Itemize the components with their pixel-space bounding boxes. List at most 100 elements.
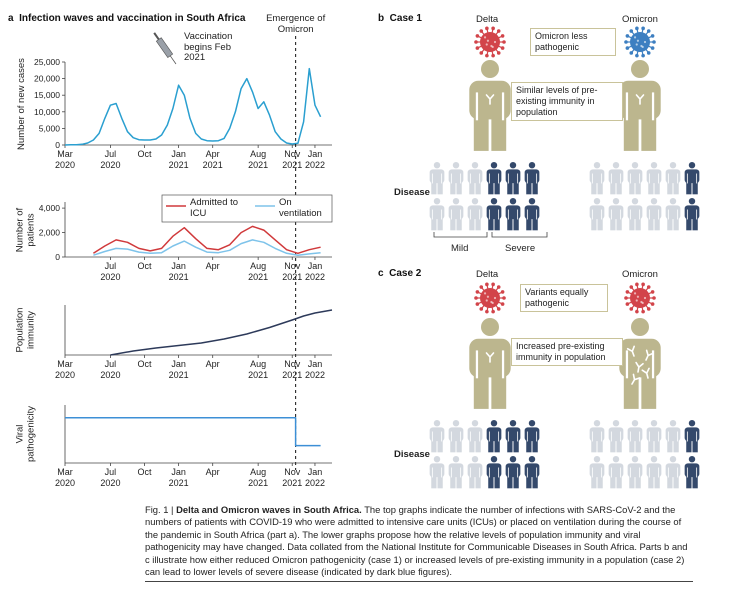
leg <box>450 475 456 489</box>
virus-body <box>480 288 500 308</box>
leg <box>488 181 494 195</box>
caption: Fig. 1 | Delta and Omicron waves in Sout… <box>145 504 693 583</box>
spike-tip <box>629 285 634 289</box>
virus-icon <box>624 26 656 58</box>
head <box>650 198 658 205</box>
leg <box>629 181 635 195</box>
spike-tip <box>500 34 505 38</box>
x-tick-label: Jan 2021 <box>168 359 189 380</box>
leg <box>475 439 481 453</box>
leg <box>692 475 698 489</box>
head <box>612 198 620 205</box>
x-tick-label: Jul 2020 <box>100 261 121 282</box>
virus-icon <box>474 282 506 314</box>
caption-title: Delta and Omicron waves in South Africa. <box>176 504 362 515</box>
spike-tip <box>625 302 630 306</box>
head <box>612 456 620 463</box>
x-tick-label: Aug 2021 <box>248 359 269 380</box>
x-tick-label: Jan 2021 <box>168 149 189 170</box>
antibody <box>626 345 636 357</box>
torso <box>486 169 502 184</box>
torso <box>608 463 624 478</box>
virus-dot <box>636 39 640 42</box>
leg <box>456 475 462 489</box>
person-figure <box>646 456 662 489</box>
person-figure <box>684 456 700 489</box>
leg <box>437 181 443 195</box>
head <box>593 162 601 169</box>
leg <box>532 439 538 453</box>
torso <box>467 205 483 220</box>
leg <box>654 217 660 231</box>
leg <box>494 439 500 453</box>
legend-label: Admitted to ICU <box>190 197 239 219</box>
leg <box>629 217 635 231</box>
leg <box>597 475 603 489</box>
spike-tip <box>646 285 651 289</box>
torso <box>665 463 681 478</box>
leg <box>629 475 635 489</box>
leg <box>635 439 641 453</box>
leg <box>491 115 507 151</box>
x-tick-label: Apr <box>205 359 220 369</box>
head <box>509 456 517 463</box>
x-tick-label: Jul 2020 <box>100 467 121 488</box>
person-figure <box>448 162 464 195</box>
panel-label: a <box>8 13 14 24</box>
person-figure <box>486 420 502 453</box>
spike-tip <box>650 302 655 306</box>
y-tick-label: 10,000 <box>34 107 60 117</box>
antibody <box>635 361 644 373</box>
torso <box>486 463 502 478</box>
x-tick-label: Apr 2021 <box>202 149 223 170</box>
leg <box>494 181 500 195</box>
virus-dot <box>483 36 487 39</box>
y-tick-label: 25,000 <box>34 57 60 67</box>
torso <box>524 427 540 442</box>
row-label: Disease <box>394 187 430 198</box>
y-tick-label: 0 <box>55 140 60 150</box>
torso <box>467 463 483 478</box>
y-axis-label: Population immunity <box>14 307 37 353</box>
antibody <box>641 367 650 379</box>
leg <box>648 475 654 489</box>
y-tick-label: 20,000 <box>34 74 60 84</box>
head <box>669 162 677 169</box>
data-line <box>92 225 321 255</box>
event-label: Vaccination begins Feb 2021 <box>183 31 233 63</box>
leg <box>431 475 437 489</box>
leg <box>437 439 443 453</box>
y-axis-label: Viral pathogenicity <box>14 406 37 462</box>
leg <box>475 475 481 489</box>
panel-title: Case 2 <box>389 268 422 279</box>
leg <box>597 217 603 231</box>
data-line <box>93 239 321 256</box>
virus-dot <box>493 40 497 44</box>
x-tick-label: Jan 2021 <box>168 467 189 488</box>
head <box>631 198 639 205</box>
data-line <box>64 67 322 146</box>
spike-tip <box>479 285 484 289</box>
torso <box>467 427 483 442</box>
x-tick-label: Apr <box>205 467 220 477</box>
spike-tip <box>491 26 495 31</box>
leg <box>673 217 679 231</box>
leg <box>610 439 616 453</box>
virus-icon <box>474 26 506 58</box>
x-tick-label: Jan 2021 <box>168 261 189 282</box>
syringe <box>153 32 177 65</box>
head <box>433 198 441 205</box>
spike-tip <box>485 309 489 314</box>
y-tick-label: 5,000 <box>39 123 61 133</box>
torso <box>608 427 624 442</box>
head <box>490 198 498 205</box>
head <box>452 162 460 169</box>
head <box>688 162 696 169</box>
torso <box>619 338 661 378</box>
person-figure <box>684 420 700 453</box>
leg <box>507 181 513 195</box>
torso <box>467 169 483 184</box>
spike-tip <box>491 282 495 287</box>
x-tick-label: Nov 2021 <box>282 261 303 282</box>
